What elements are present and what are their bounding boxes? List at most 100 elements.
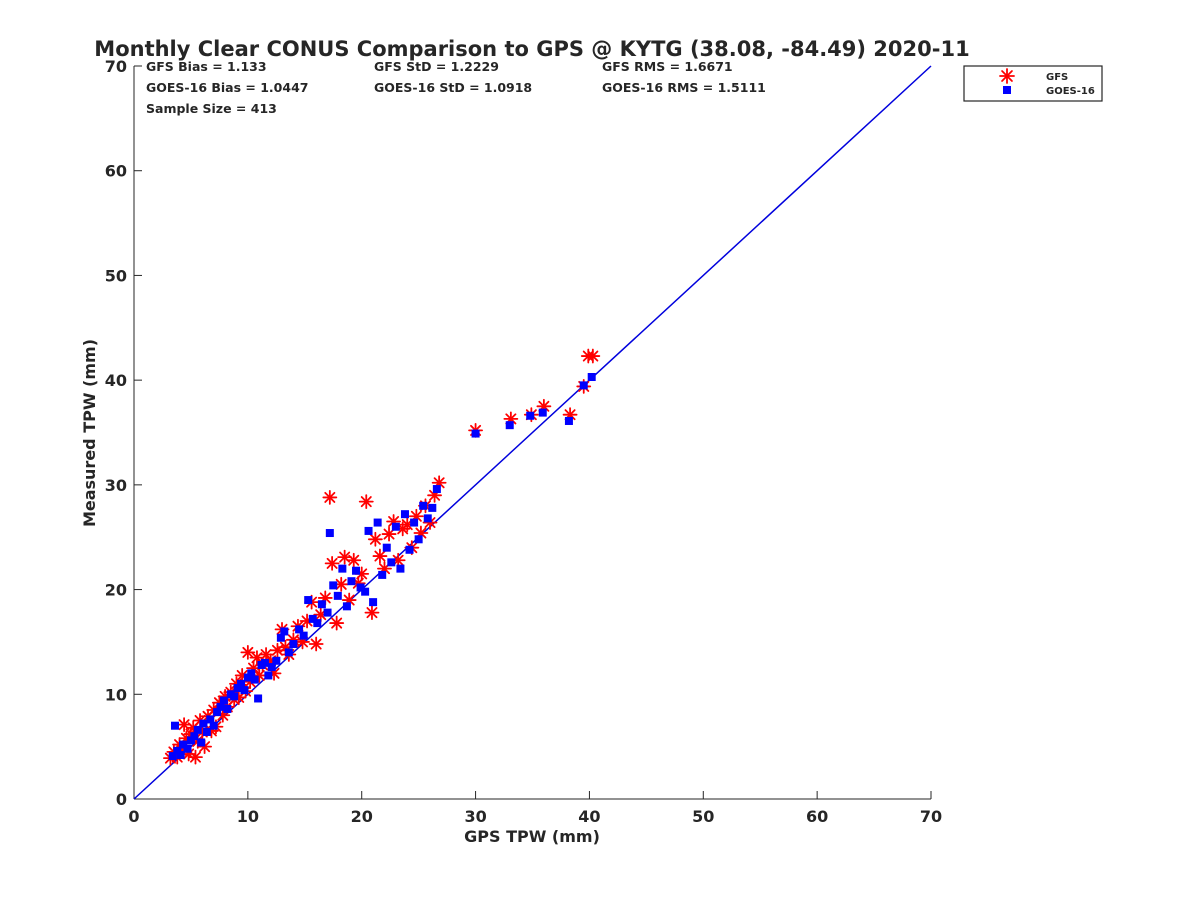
goes16-point xyxy=(193,725,202,734)
goes16-point xyxy=(428,503,437,512)
goes16-point xyxy=(342,602,351,611)
goes16-point xyxy=(219,696,228,705)
gfs-point xyxy=(358,494,374,510)
goes16-point xyxy=(170,721,179,730)
goes16-point xyxy=(247,669,256,678)
legend-box xyxy=(963,65,1103,102)
gfs-point xyxy=(324,555,340,571)
goes16-point xyxy=(267,663,276,672)
goes16-point xyxy=(186,736,195,745)
legend-gfs-label: GFS xyxy=(1046,72,1068,83)
goes16-point xyxy=(168,752,177,761)
x-tick-label: 40 xyxy=(578,807,600,826)
goes16-point xyxy=(240,686,249,695)
goes16-point xyxy=(254,694,263,703)
y-tick-label: 40 xyxy=(105,371,127,390)
goes16-point xyxy=(400,510,409,519)
goes16-point xyxy=(313,619,322,628)
goes16-point xyxy=(352,566,361,575)
goes16-point xyxy=(260,658,269,667)
goes16-point xyxy=(280,627,289,636)
x-tick-label: 20 xyxy=(351,807,373,826)
stat-text: GFS Bias = 1.133 xyxy=(146,59,267,74)
goes16-point xyxy=(432,485,441,494)
goes16-point xyxy=(289,640,298,649)
legend-goes16-label: GOES-16 xyxy=(1046,86,1095,97)
x-axis-label: GPS TPW (mm) xyxy=(464,827,600,846)
goes16-point xyxy=(364,526,373,535)
y-tick-label: 0 xyxy=(116,790,127,809)
y-tick-label: 50 xyxy=(105,266,127,285)
goes16-point xyxy=(423,514,432,523)
goes16-point xyxy=(387,558,396,567)
goes16-point xyxy=(199,719,208,728)
x-tick-label: 70 xyxy=(920,807,942,826)
goes16-point xyxy=(361,587,370,596)
goes16-point xyxy=(347,577,356,586)
goes16-point xyxy=(526,411,535,420)
goes16-point xyxy=(405,545,414,554)
goes16-point xyxy=(414,535,423,544)
gfs-point xyxy=(322,490,338,505)
goes16-point xyxy=(564,416,573,425)
goes16-point xyxy=(299,631,308,640)
goes16-point xyxy=(176,751,185,760)
stat-text: GFS StD = 1.2229 xyxy=(374,59,499,74)
goes16-point xyxy=(471,429,480,438)
chart-title: Monthly Clear CONUS Comparison to GPS @ … xyxy=(94,37,969,61)
gfs-point xyxy=(381,526,397,542)
goes16-point xyxy=(178,740,187,749)
x-tick-label: 30 xyxy=(464,807,486,826)
gfs-point xyxy=(188,749,203,765)
legend-gfs-marker xyxy=(999,68,1015,84)
goes16-point xyxy=(323,608,332,617)
y-tick-label: 60 xyxy=(105,162,127,181)
goes16-point xyxy=(410,518,419,527)
goes16-point xyxy=(538,408,547,417)
series-goes16 xyxy=(168,373,596,761)
goes16-point xyxy=(338,564,347,573)
goes16-point xyxy=(419,501,428,510)
goes16-point xyxy=(329,581,338,590)
goes16-point xyxy=(209,721,218,730)
goes16-point xyxy=(396,564,405,573)
goes16-point xyxy=(308,614,317,623)
gfs-point xyxy=(585,348,601,364)
stat-text: GOES-16 Bias = 1.0447 xyxy=(146,80,308,95)
y-tick-label: 10 xyxy=(105,685,127,704)
goes16-point xyxy=(223,704,232,713)
goes16-point xyxy=(243,673,252,682)
x-tick-label: 10 xyxy=(237,807,259,826)
goes16-point xyxy=(233,684,242,693)
goes16-point xyxy=(325,529,334,538)
goes16-point xyxy=(213,708,222,717)
goes16-point xyxy=(579,381,588,390)
goes16-point xyxy=(230,692,239,701)
goes16-point xyxy=(317,600,326,609)
goes16-point xyxy=(276,633,285,642)
goes16-point xyxy=(250,675,259,684)
y-tick-label: 30 xyxy=(105,476,127,495)
goes16-point xyxy=(333,591,342,600)
gfs-point xyxy=(346,552,362,568)
goes16-point xyxy=(264,671,273,680)
goes16-point xyxy=(373,518,382,527)
stat-text: GOES-16 RMS = 1.5111 xyxy=(602,80,766,95)
gfs-point xyxy=(364,605,380,621)
x-tick-label: 60 xyxy=(806,807,828,826)
goes16-point xyxy=(391,522,400,531)
goes16-point xyxy=(216,702,225,711)
goes16-point xyxy=(284,648,293,657)
goes16-point xyxy=(237,679,246,688)
gfs-point xyxy=(337,549,353,565)
stat-text: Sample Size = 413 xyxy=(146,101,277,116)
goes16-point xyxy=(190,732,199,741)
gfs-point xyxy=(372,548,388,564)
goes16-point xyxy=(197,738,206,747)
gfs-point xyxy=(367,531,383,547)
gfs-point xyxy=(308,636,324,652)
goes16-point xyxy=(173,746,182,755)
goes16-point xyxy=(206,715,215,724)
